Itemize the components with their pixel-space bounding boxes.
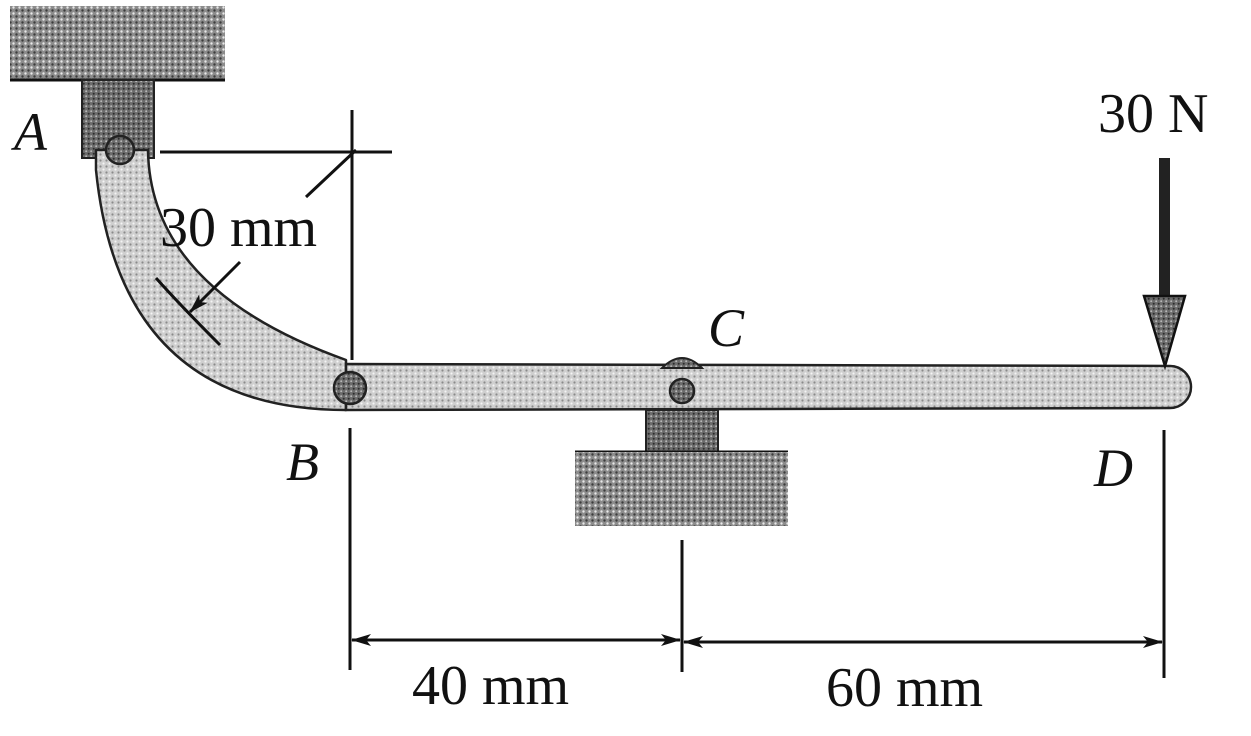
horizontal-dimensions: [351, 634, 1163, 648]
point-label-A: A: [11, 102, 48, 162]
point-label-B: B: [286, 432, 319, 492]
radius-label: 30 mm: [160, 197, 317, 259]
support-C: [575, 357, 788, 526]
force-arrow: [1142, 158, 1187, 371]
point-label-C: C: [708, 298, 745, 358]
point-label-D: D: [1093, 438, 1133, 498]
dim-label-BC: 40 mm: [412, 655, 569, 717]
extension-lines: [348, 110, 1166, 678]
pin-B: [332, 370, 368, 406]
dim-label-CD: 60 mm: [826, 657, 983, 719]
support-A: [10, 6, 225, 159]
force-arrow-shaft: [1159, 158, 1170, 298]
lever-bar-BD: [344, 362, 1193, 412]
force-label: 30 N: [1098, 83, 1208, 145]
pin-A: [104, 134, 136, 166]
bracket-C: [645, 409, 719, 453]
ground-block-C: [575, 452, 788, 526]
radius-arc-extension: [154, 277, 222, 347]
ground-block-A: [10, 6, 225, 80]
radius-leader-line: [304, 148, 358, 199]
pin-C: [668, 377, 696, 405]
pin-cap-C: [659, 357, 705, 369]
radius-arrow: [188, 260, 242, 314]
force-arrow-head: [1142, 294, 1187, 371]
